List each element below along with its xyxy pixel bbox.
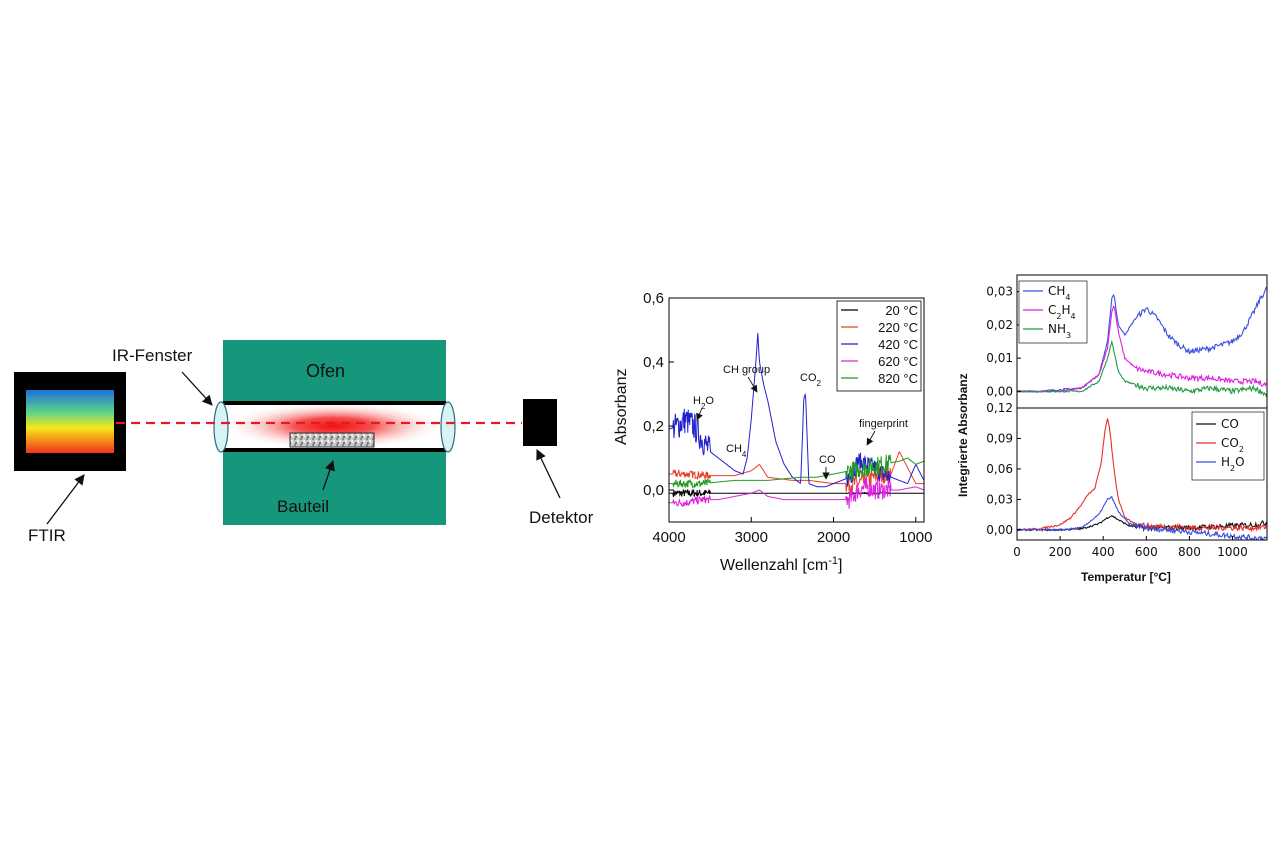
component-arrow (322, 460, 335, 491)
window-label: IR-Fenster (112, 346, 193, 365)
furnace-bottom (223, 449, 446, 525)
detector-arrow (536, 449, 561, 499)
spectra-ylabel: Absorbanz (613, 369, 630, 446)
ir-window-left (213, 401, 229, 453)
spectra-legend-frame (836, 300, 922, 392)
spectra-series-line (669, 454, 924, 489)
integrated-bottom-y-tick-label: 0,00 (986, 523, 1013, 537)
integrated-x-tick-label: 1000 (1217, 545, 1248, 559)
integrated-top-y-tick-label: 0,01 (986, 351, 1013, 365)
spectra-x-tick-label: 3000 (735, 529, 768, 546)
integrated-top-series-layer (1017, 286, 1267, 398)
ftir-schematic: FTIR IR-Fenster Ofen Bauteil Detektor (14, 340, 594, 545)
component-label: Bauteil (277, 497, 329, 516)
integrated-bottom-y-tick-label: 0,09 (986, 431, 1013, 445)
integrated-bottom-y-tick-label: 0,12 (986, 401, 1013, 415)
integrated-bottom-legend-label: H2O (1221, 455, 1245, 473)
spectra-series-line (669, 477, 924, 509)
integrated-top-series-line (1017, 286, 1267, 393)
integrated-top-ticks: 0,00 0,01 0,02 0,03 (986, 285, 1021, 398)
furnace-label: Ofen (306, 361, 345, 381)
spectra-y-tick-label: 0,6 (643, 290, 664, 307)
window-arrow (181, 371, 213, 406)
integrated-bottom-y-tick-label: 0,03 (986, 492, 1013, 506)
annotation-ch-group: CH group (723, 364, 770, 376)
integrated-xlabel: Temperatur [°C] (1081, 570, 1171, 584)
detector-label: Detektor (529, 508, 594, 527)
integrated-top-y-tick-label: 0,03 (986, 285, 1013, 299)
component-sample (289, 432, 375, 448)
furnace-top (223, 340, 446, 404)
integrated-x-tick-label: 600 (1135, 545, 1158, 559)
integrated-chart-bottom: 0,00 0,03 0,06 0,09 0,12 0 200 400 600 800 1000 CO… (986, 401, 1267, 584)
detector-box (523, 399, 557, 446)
integrated-bottom-series-line (1017, 515, 1267, 533)
integrated-bottom-legend-label: CO2 (1221, 436, 1244, 454)
ftir-label: FTIR (28, 526, 66, 545)
spectra-legend: 20 °C 220 °C 420 °C 620 °C 820 °C (836, 300, 922, 392)
integrated-top-legend-label: C2H4 (1048, 303, 1076, 321)
integrated-ylabel: Integrierte Absorbanz (956, 373, 970, 497)
annotation-h2o: H2O (693, 395, 714, 411)
integrated-bottom-legend-frame (1191, 411, 1265, 481)
integrated-bottom-legend-label: CO (1221, 417, 1239, 431)
spectra-xlabel: Wellenzahl [cm-1] (720, 555, 842, 574)
annotation-ch4: CH4 (726, 443, 747, 459)
ftir-arrow (46, 474, 85, 525)
spectra-legend-label: 620 °C (878, 354, 918, 369)
spectra-series-layer (669, 333, 924, 509)
ftir-spectrum-icon (26, 390, 114, 453)
spectra-x-tick-label: 2000 (817, 529, 850, 546)
spectra-legend-label: 20 °C (885, 303, 918, 318)
spectra-x-tick-label: 4000 (652, 529, 685, 546)
integrated-bottom-ticks: 0,00 0,03 0,06 0,09 0,12 0 200 400 600 800 1000 (986, 401, 1248, 559)
integrated-x-tick-label: 200 (1049, 545, 1072, 559)
spectra-plot-frame (668, 297, 925, 523)
spectra-y-tick-label: 0,0 (643, 482, 664, 499)
integrated-top-series-line (1017, 339, 1267, 398)
integrated-top-legend-label: NH3 (1048, 322, 1071, 340)
annotation-co2: CO2 (800, 372, 822, 388)
annotation-ch-group-arrow (747, 376, 758, 393)
integrated-bottom-series-line (1017, 418, 1267, 533)
spectra-ticks: 4000 3000 2000 1000 0,0 0,2 0,4 0,6 (643, 290, 932, 546)
spectra-x-tick-label: 1000 (899, 529, 932, 546)
spectra-legend-label: 420 °C (878, 337, 918, 352)
integrated-top-y-tick-label: 0,00 (986, 384, 1013, 398)
annotation-fingerprint: fingerprint (859, 418, 908, 430)
heat-zone (222, 402, 446, 450)
spectra-legend-label: 820 °C (878, 371, 918, 386)
annotation-co: CO (819, 454, 836, 466)
integrated-x-tick-label: 0 (1013, 545, 1021, 559)
integrated-x-tick-label: 400 (1092, 545, 1115, 559)
integrated-top-y-tick-label: 0,02 (986, 318, 1013, 332)
spectra-series-line (669, 488, 924, 498)
annotation-fingerprint-arrow (866, 430, 876, 446)
integrated-bottom-y-tick-label: 0,06 (986, 462, 1013, 476)
spectra-legend-label: 220 °C (878, 320, 918, 335)
spectra-y-tick-label: 0,4 (643, 354, 664, 371)
spectra-y-tick-label: 0,2 (643, 418, 664, 435)
integrated-x-tick-label: 800 (1178, 545, 1201, 559)
integrated-bottom-series-layer (1017, 418, 1267, 540)
spectra-chart: 4000 3000 2000 1000 0,0 0,2 0,4 0,6 Absorbanz W… (613, 290, 932, 574)
integrated-bottom-series-line (1017, 495, 1267, 540)
ir-window-right (440, 401, 456, 453)
annotation-h2o-arrow (696, 407, 703, 421)
integrated-top-legend-label: CH4 (1048, 284, 1071, 302)
